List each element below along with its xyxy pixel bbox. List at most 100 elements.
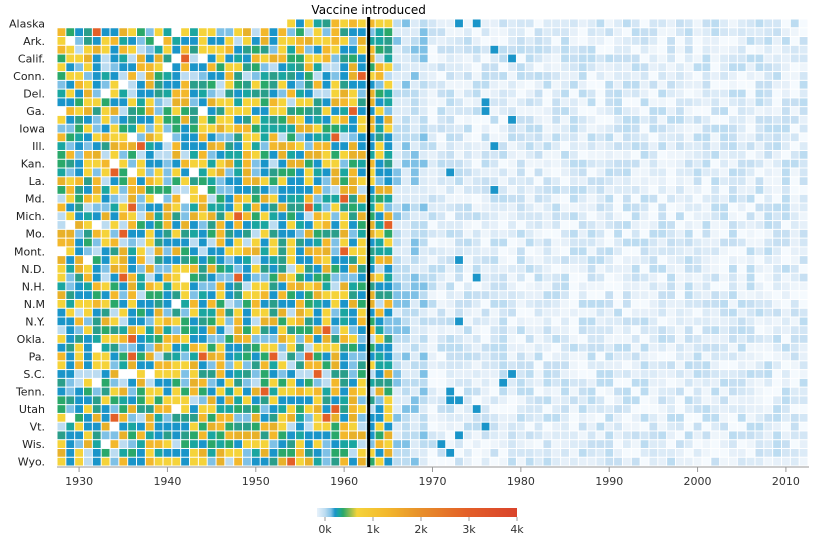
heatmap-cell [110, 396, 119, 405]
heatmap-cell [225, 457, 234, 466]
heatmap-cell [614, 98, 622, 107]
heatmap-cell [605, 63, 614, 72]
heatmap-cell [508, 422, 516, 431]
heatmap-cell [66, 177, 75, 186]
heatmap-cell [587, 168, 596, 177]
heatmap-cell [419, 107, 428, 115]
heatmap-cell [366, 326, 375, 335]
heatmap-cell [764, 387, 773, 396]
heatmap-cell [640, 440, 649, 448]
heatmap-cell [181, 317, 190, 326]
heatmap-cell [675, 107, 684, 115]
heatmap-cell [437, 98, 446, 107]
heatmap-cell [181, 89, 190, 98]
heatmap-cell [260, 256, 269, 264]
heatmap-cell [419, 19, 428, 28]
heatmap-cell [693, 291, 702, 299]
heatmap-cell [154, 72, 163, 80]
heatmap-cell [569, 273, 578, 282]
heatmap-cell [525, 361, 534, 370]
heatmap-cell [172, 448, 181, 457]
heatmap-cell [728, 396, 737, 405]
heatmap-cell [163, 229, 172, 238]
heatmap-cell [402, 378, 410, 387]
heatmap-cell [711, 203, 720, 212]
heatmap-cell [525, 221, 534, 229]
heatmap-cell [605, 177, 614, 186]
heatmap-cell [172, 89, 181, 98]
heatmap-cell [614, 203, 622, 212]
heatmap-cell [693, 326, 702, 335]
heatmap-cell [631, 405, 640, 413]
heatmap-cell [137, 72, 145, 80]
heatmap-cell [499, 177, 508, 186]
heatmap-cell [181, 291, 190, 299]
heatmap-cell [75, 177, 84, 186]
heatmap-cell [437, 19, 446, 28]
heatmap-cell [349, 203, 357, 212]
heatmap-cell [75, 159, 84, 168]
heatmap-cell [525, 37, 534, 45]
heatmap-cell [508, 335, 516, 343]
heatmap-cell [596, 142, 605, 150]
heatmap-cell [207, 378, 216, 387]
heatmap-cell [455, 54, 463, 63]
heatmap-cell [322, 221, 331, 229]
heatmap-cell [649, 431, 658, 440]
heatmap-cell [419, 299, 428, 308]
heatmap-cell [225, 98, 234, 107]
heatmap-cell [728, 89, 737, 98]
heatmap-cell [622, 256, 631, 264]
heatmap-cell [463, 308, 472, 317]
heatmap-cell [207, 177, 216, 186]
heatmap-cell [190, 264, 198, 273]
x-tick-label: 1990 [595, 475, 623, 488]
heatmap-cell [561, 405, 569, 413]
heatmap-cell [499, 440, 508, 448]
heatmap-cell [667, 396, 675, 405]
heatmap-cell [569, 107, 578, 115]
heatmap-cell [587, 378, 596, 387]
heatmap-cell [658, 221, 667, 229]
heatmap-cell [419, 28, 428, 37]
heatmap-cell [649, 89, 658, 98]
heatmap-cell [375, 28, 384, 37]
heatmap-cell [251, 89, 260, 98]
heatmap-cell [66, 229, 75, 238]
heatmap-cell [234, 177, 243, 186]
heatmap-cell [552, 45, 561, 54]
heatmap-cell [587, 387, 596, 396]
heatmap-cell [260, 413, 269, 422]
heatmap-cell [746, 186, 755, 194]
heatmap-cell [587, 89, 596, 98]
heatmap-cell [340, 343, 349, 352]
heatmap-cell [198, 431, 207, 440]
heatmap-cell [455, 186, 463, 194]
heatmap-cells [57, 19, 808, 466]
heatmap-cell [101, 63, 110, 72]
heatmap-cell [419, 317, 428, 326]
heatmap-cell [234, 308, 243, 317]
heatmap-cell [720, 98, 728, 107]
heatmap-cell [649, 343, 658, 352]
heatmap-cell [251, 107, 260, 115]
heatmap-cell [587, 98, 596, 107]
heatmap-cell [569, 256, 578, 264]
heatmap-cell [225, 63, 234, 72]
heatmap-cell [322, 299, 331, 308]
heatmap-cell [225, 308, 234, 317]
heatmap-cell [516, 273, 525, 282]
heatmap-cell [119, 159, 128, 168]
heatmap-cell [799, 352, 808, 361]
heatmap-cell [190, 54, 198, 63]
heatmap-cell [110, 54, 119, 63]
heatmap-cell [711, 256, 720, 264]
heatmap-cell [622, 203, 631, 212]
heatmap-cell [437, 63, 446, 72]
heatmap-cell [207, 343, 216, 352]
heatmap-cell [375, 142, 384, 150]
heatmap-cell [384, 378, 393, 387]
heatmap-cell [119, 28, 128, 37]
heatmap-cell [508, 317, 516, 326]
heatmap-cell [773, 440, 781, 448]
